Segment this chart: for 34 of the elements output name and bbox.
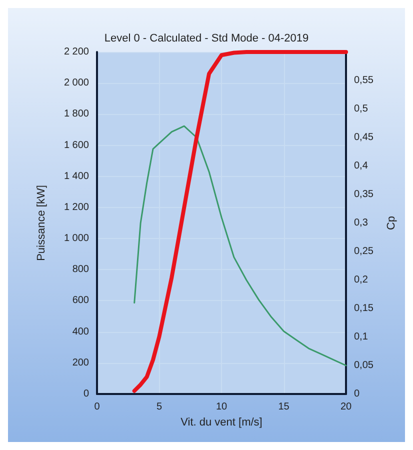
- y2-tick-label: 0,4: [354, 160, 368, 172]
- y2-tick-label: 0,55: [354, 75, 374, 86]
- y2-tick-label: 0,2: [354, 274, 368, 286]
- y2-tick-label: 0,35: [354, 189, 374, 200]
- line-series: [134, 125, 347, 366]
- y2-tick-label: 0,45: [354, 132, 374, 143]
- y2-tick-label: 0: [354, 388, 360, 400]
- y-tick-label: 2 000: [64, 78, 90, 89]
- y2-axis-title: Cp: [386, 216, 398, 230]
- y2-tick-label: 0,1: [354, 332, 368, 342]
- y-tick-label: 600: [72, 295, 90, 306]
- y-tick-label: 200: [72, 357, 90, 368]
- x-axis-title: Vit. du vent [m/s]: [180, 416, 262, 428]
- y2-tick-label: 0,15: [354, 303, 374, 314]
- x-tick-label: 5: [156, 402, 162, 412]
- y2-tick-label: 0,3: [354, 218, 368, 228]
- y-axis-title: Puissance [kW]: [36, 185, 48, 261]
- y-tick-label: 1 400: [64, 170, 90, 182]
- chart-title: Level 0 - Calculated - Std Mode - 04-2019: [104, 32, 309, 44]
- y2-tick-label: 0,05: [354, 360, 374, 371]
- y-tick-label: 1 600: [64, 140, 90, 151]
- x-tick-label: 15: [278, 402, 290, 412]
- x-tick-label: 20: [340, 402, 352, 412]
- y-tick-label: 1 200: [64, 202, 90, 213]
- y-tick-label: 1 800: [64, 108, 90, 120]
- y-tick-label: 1 000: [64, 233, 90, 244]
- y2-tick-label: 0,25: [354, 246, 374, 257]
- y2-tick-label: 0,5: [354, 104, 368, 114]
- y-tick-label: 800: [72, 264, 90, 276]
- x-tick-label: 10: [216, 402, 228, 412]
- y-tick-label: 0: [83, 388, 90, 400]
- y-tick-label: 400: [72, 326, 90, 338]
- x-tick-label: 0: [94, 402, 100, 412]
- y-tick-label: 2 200: [64, 46, 90, 58]
